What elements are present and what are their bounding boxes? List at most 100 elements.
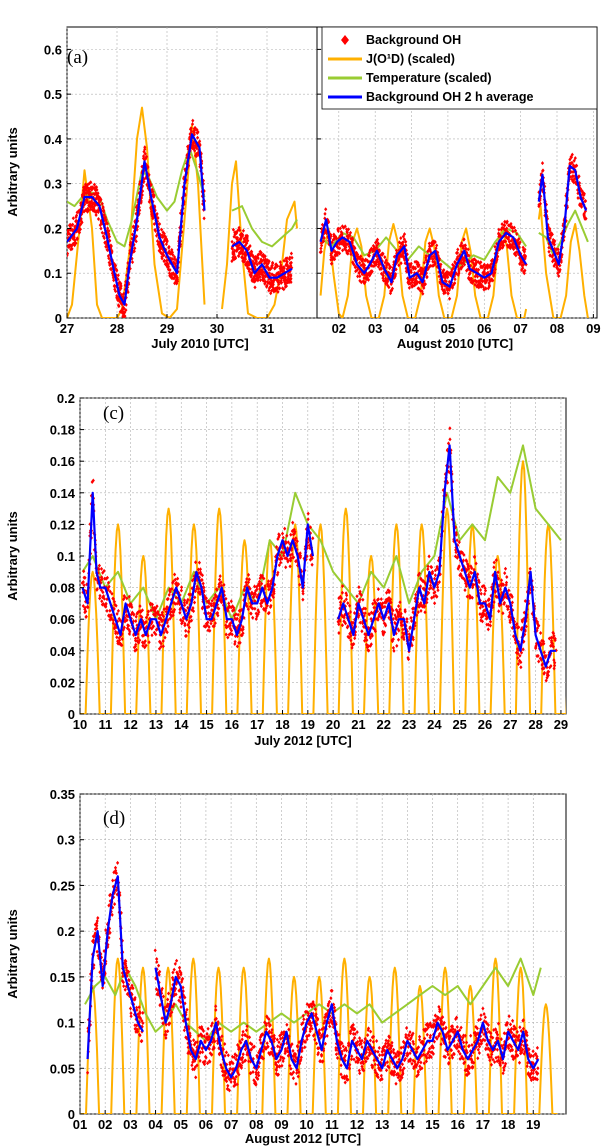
oh-point-c <box>385 590 389 595</box>
oh-point-c <box>276 570 280 575</box>
oh-point-c <box>552 633 556 638</box>
oh-point-c <box>492 560 496 565</box>
oh-point-b <box>347 241 351 246</box>
oh-point-c <box>111 621 115 626</box>
oh-point-a <box>121 295 125 300</box>
oh-point-b <box>393 274 397 279</box>
oh-point-c <box>134 647 138 652</box>
oh-point-c <box>542 666 546 671</box>
oh-point-b <box>403 258 407 262</box>
oh-point-c <box>363 635 367 640</box>
oh-point-d <box>124 963 128 968</box>
oh-point-b <box>352 262 356 267</box>
oh-point-d <box>108 930 112 935</box>
oh-point-c <box>270 581 274 586</box>
oh-point-c <box>509 593 513 598</box>
oh-point-c <box>295 539 299 544</box>
oh-point-a <box>87 187 92 191</box>
oh-point-c <box>381 601 385 606</box>
plot-series-c <box>80 426 566 714</box>
oh-point-b <box>424 253 428 258</box>
oh-point-b <box>485 278 489 283</box>
oh-point-c <box>496 576 501 581</box>
oh-point-b <box>322 236 326 240</box>
oh-point-c <box>338 606 342 611</box>
oh-point-b <box>463 243 467 248</box>
oh-point-c <box>289 556 293 561</box>
oh-point-c <box>183 603 187 608</box>
oh-point-b <box>412 277 416 282</box>
oh-point-c <box>161 639 165 643</box>
oh-point-c <box>387 615 391 620</box>
oh-point-a <box>101 205 105 209</box>
oh-point-b <box>424 255 428 260</box>
oh-point-c <box>488 623 492 628</box>
ytick-label-c-9: 0.18 <box>50 423 75 438</box>
oh-point-c <box>412 606 416 611</box>
oh-point-c <box>306 511 310 516</box>
oh-point-d <box>101 964 105 969</box>
oh-point-a <box>107 231 111 236</box>
oh-point-a <box>71 241 75 246</box>
oh-point-a <box>191 118 195 123</box>
xtick-label-b-0: 02 <box>332 321 346 336</box>
oh-point-b <box>372 260 376 265</box>
oh-point-d <box>97 935 101 940</box>
oh-point-d <box>114 871 118 876</box>
oh-point-d <box>157 963 161 968</box>
oh-point-b <box>336 229 340 233</box>
oh-point-c <box>181 619 185 624</box>
oh-point-c <box>391 608 395 613</box>
oh-point-c <box>365 638 369 643</box>
xtick-label-c-2: 12 <box>123 717 137 732</box>
xtick-label-c-17: 27 <box>503 717 517 732</box>
oh-point-b <box>397 257 401 262</box>
oh-point-a <box>276 270 280 275</box>
oh-point-b <box>333 257 337 262</box>
oh-point-c <box>363 606 368 611</box>
oh-point-c <box>280 531 285 536</box>
oh-point-c <box>83 575 87 580</box>
oh-point-c <box>488 619 493 624</box>
oh-point-b <box>357 266 361 271</box>
ytick-label-a-1: 0.1 <box>44 266 62 281</box>
oh-point-c <box>212 624 216 628</box>
oh-point-a <box>94 191 99 196</box>
oh-point-a <box>109 267 113 272</box>
oh-point-b <box>501 243 506 248</box>
xtick-label-c-7: 17 <box>250 717 264 732</box>
oh-point-c <box>196 567 200 572</box>
oh-point-b <box>394 272 398 276</box>
oh-point-b <box>465 268 469 273</box>
xtick-label-c-14: 24 <box>427 717 442 732</box>
y-axis-label-a: Arbitrary units <box>5 127 20 217</box>
oh-point-c <box>269 603 273 608</box>
oh-point-c <box>497 603 501 608</box>
oh-point-b <box>385 280 389 285</box>
oh-point-b <box>424 271 428 276</box>
oh-point-c <box>284 540 288 545</box>
oh-point-c <box>427 578 431 583</box>
oh-point-c <box>427 554 431 559</box>
oh-point-b <box>499 246 503 251</box>
oh-point-a <box>74 218 78 223</box>
oh-point-c <box>155 604 159 609</box>
oh-point-c <box>360 629 364 634</box>
oh-point-a <box>91 208 95 213</box>
oh-point-c <box>378 601 382 606</box>
oh-point-c <box>427 586 431 591</box>
oh-point-a <box>113 289 118 294</box>
oh-point-b <box>345 234 349 239</box>
oh-point-a <box>91 185 95 190</box>
oh-point-a <box>256 276 260 280</box>
oh-point-d <box>136 1029 140 1034</box>
oh-point-c <box>116 631 120 636</box>
ytick-label-c-7: 0.14 <box>50 486 76 501</box>
oh-point-b <box>423 282 427 287</box>
oh-point-c <box>376 597 380 602</box>
oh-point-a <box>108 238 112 243</box>
oh-point-c <box>116 639 120 644</box>
oh-point-b <box>407 285 411 290</box>
oh-point-b <box>434 246 438 251</box>
